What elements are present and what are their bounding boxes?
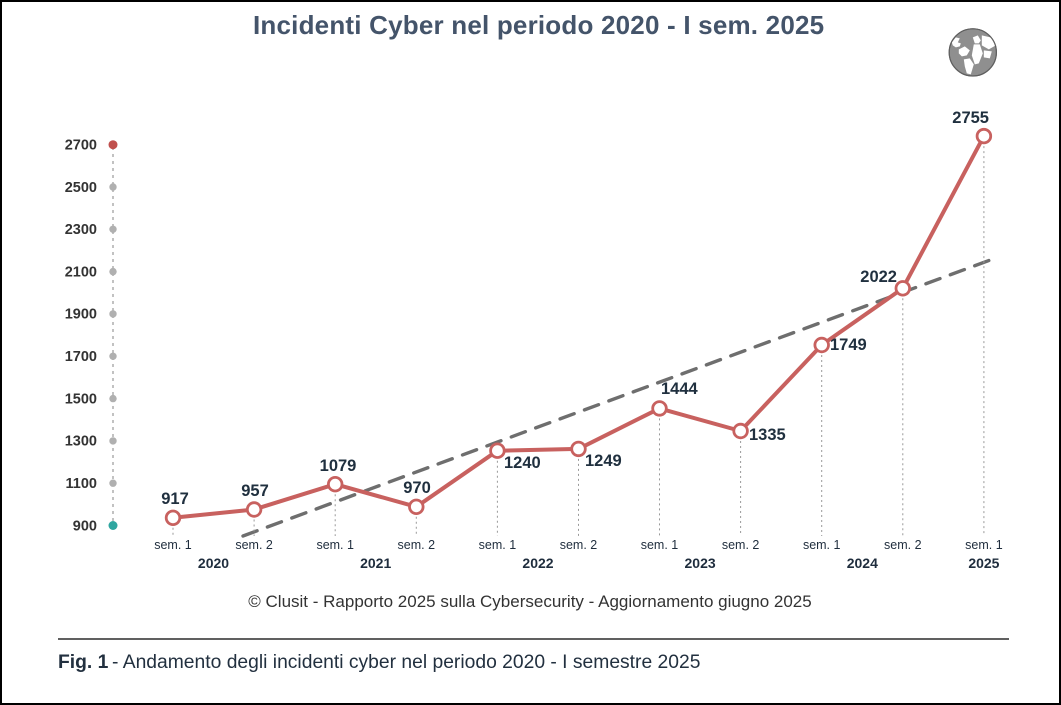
svg-text:2025: 2025 [968, 555, 999, 571]
svg-text:1300: 1300 [65, 434, 97, 450]
svg-text:957: 957 [241, 482, 269, 500]
svg-text:2022: 2022 [522, 555, 553, 571]
svg-text:2020: 2020 [198, 555, 229, 571]
svg-text:sem. 1: sem. 1 [316, 538, 354, 552]
svg-text:970: 970 [403, 479, 431, 497]
svg-text:2022: 2022 [860, 268, 897, 286]
svg-text:sem. 2: sem. 2 [884, 538, 922, 552]
svg-text:1749: 1749 [830, 336, 867, 354]
svg-text:1100: 1100 [66, 476, 97, 492]
svg-text:2100: 2100 [65, 264, 97, 280]
svg-text:2755: 2755 [952, 109, 989, 127]
svg-text:2024: 2024 [847, 555, 878, 571]
svg-text:1079: 1079 [320, 457, 357, 475]
svg-text:sem. 2: sem. 2 [398, 538, 436, 552]
svg-text:917: 917 [161, 490, 189, 508]
svg-text:- Andamento degli incidenti cy: - Andamento degli incidenti cyber nel pe… [112, 652, 700, 673]
svg-text:2300: 2300 [65, 222, 97, 238]
svg-text:Fig. 1: Fig. 1 [58, 652, 109, 673]
svg-text:sem. 1: sem. 1 [154, 538, 192, 552]
svg-text:sem. 2: sem. 2 [560, 538, 598, 552]
svg-text:1500: 1500 [65, 391, 97, 407]
svg-text:1900: 1900 [65, 307, 97, 323]
svg-text:1700: 1700 [65, 349, 97, 365]
svg-text:sem. 1: sem. 1 [641, 538, 679, 552]
svg-text:sem. 2: sem. 2 [235, 538, 273, 552]
svg-text:sem. 1: sem. 1 [479, 538, 517, 552]
svg-text:2023: 2023 [685, 555, 716, 571]
svg-text:© Clusit - Rapporto 2025 sulla: © Clusit - Rapporto 2025 sulla Cybersecu… [248, 592, 811, 611]
svg-text:1335: 1335 [749, 426, 786, 444]
svg-text:900: 900 [73, 518, 97, 534]
svg-text:sem. 1: sem. 1 [803, 538, 841, 552]
svg-text:2500: 2500 [65, 180, 97, 196]
svg-text:sem. 1: sem. 1 [965, 538, 1003, 552]
svg-text:1249: 1249 [585, 452, 622, 470]
svg-text:sem. 2: sem. 2 [722, 538, 760, 552]
svg-text:1444: 1444 [661, 380, 699, 398]
svg-text:2021: 2021 [360, 555, 391, 571]
svg-text:2700: 2700 [65, 138, 97, 154]
svg-text:1240: 1240 [504, 454, 541, 472]
